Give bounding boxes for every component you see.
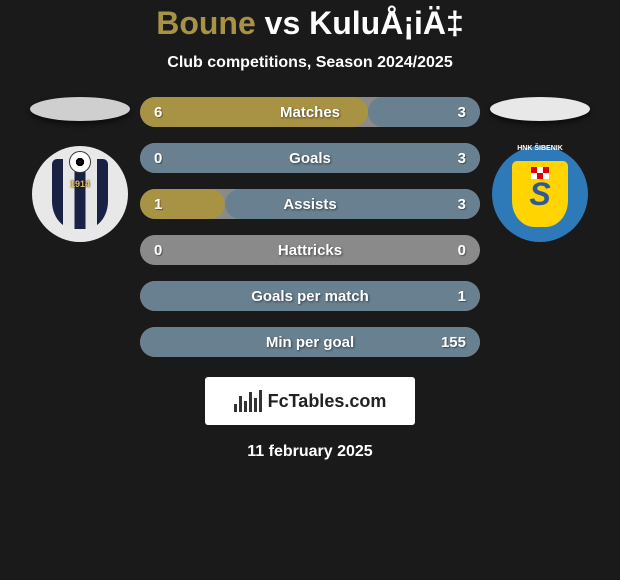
stat-value-right: 0 (458, 242, 466, 259)
stat-bar: 0 0 Hattricks (140, 235, 480, 265)
stat-label: Goals per match (251, 288, 369, 305)
stat-bar: 1 Goals per match (140, 281, 480, 311)
brand-text: FcTables.com (268, 391, 387, 412)
player2-avatar (490, 97, 590, 121)
stat-value-right: 3 (458, 104, 466, 121)
club-badge-right: S (492, 146, 588, 242)
left-side (30, 97, 130, 242)
bar-chart-icon (234, 390, 262, 412)
stat-value-right: 3 (458, 150, 466, 167)
stat-value-right: 3 (458, 196, 466, 213)
stat-label: Hattricks (278, 242, 342, 259)
brand-badge[interactable]: FcTables.com (205, 377, 415, 425)
stat-bar: 1 3 Assists (140, 189, 480, 219)
sibenik-shield-icon: S (512, 161, 568, 227)
main-row: 6 3 Matches 0 3 Goals 1 3 Assists 0 0 Hattricks 1 Goa… (0, 97, 620, 357)
stat-value-left: 0 (154, 150, 162, 167)
stat-value-left: 6 (154, 104, 162, 121)
stat-value-right: 1 (458, 288, 466, 305)
player1-name: Boune (156, 5, 256, 41)
stat-bar: 0 3 Goals (140, 143, 480, 173)
vs-text: vs (265, 5, 301, 41)
stat-value-right: 155 (441, 334, 466, 351)
player2-name: KuluÅ¡iÄ‡ (309, 5, 464, 41)
stat-label: Assists (283, 196, 336, 213)
croatia-check-icon (531, 167, 549, 179)
subtitle: Club competitions, Season 2024/2025 (0, 54, 620, 72)
stat-bar: 6 3 Matches (140, 97, 480, 127)
stat-label: Goals (289, 150, 331, 167)
stat-value-left: 0 (154, 242, 162, 259)
stat-label: Matches (280, 104, 340, 121)
stat-value-left: 1 (154, 196, 162, 213)
date-text: 11 february 2025 (0, 443, 620, 461)
sibenik-s-icon: S (529, 176, 550, 213)
lokomotiva-shield-icon (52, 159, 108, 229)
player1-avatar (30, 97, 130, 121)
stats-column: 6 3 Matches 0 3 Goals 1 3 Assists 0 0 Hattricks 1 Goa… (140, 97, 480, 357)
stat-fill-right (225, 189, 480, 219)
club-badge-left (32, 146, 128, 242)
stat-label: Min per goal (266, 334, 354, 351)
comparison-card: Boune vs KuluÅ¡iÄ‡ Club competitions, Se… (0, 0, 620, 580)
stat-bar: 155 Min per goal (140, 327, 480, 357)
stat-fill-left (140, 189, 225, 219)
right-side: S (490, 97, 590, 242)
page-title: Boune vs KuluÅ¡iÄ‡ (0, 5, 620, 42)
